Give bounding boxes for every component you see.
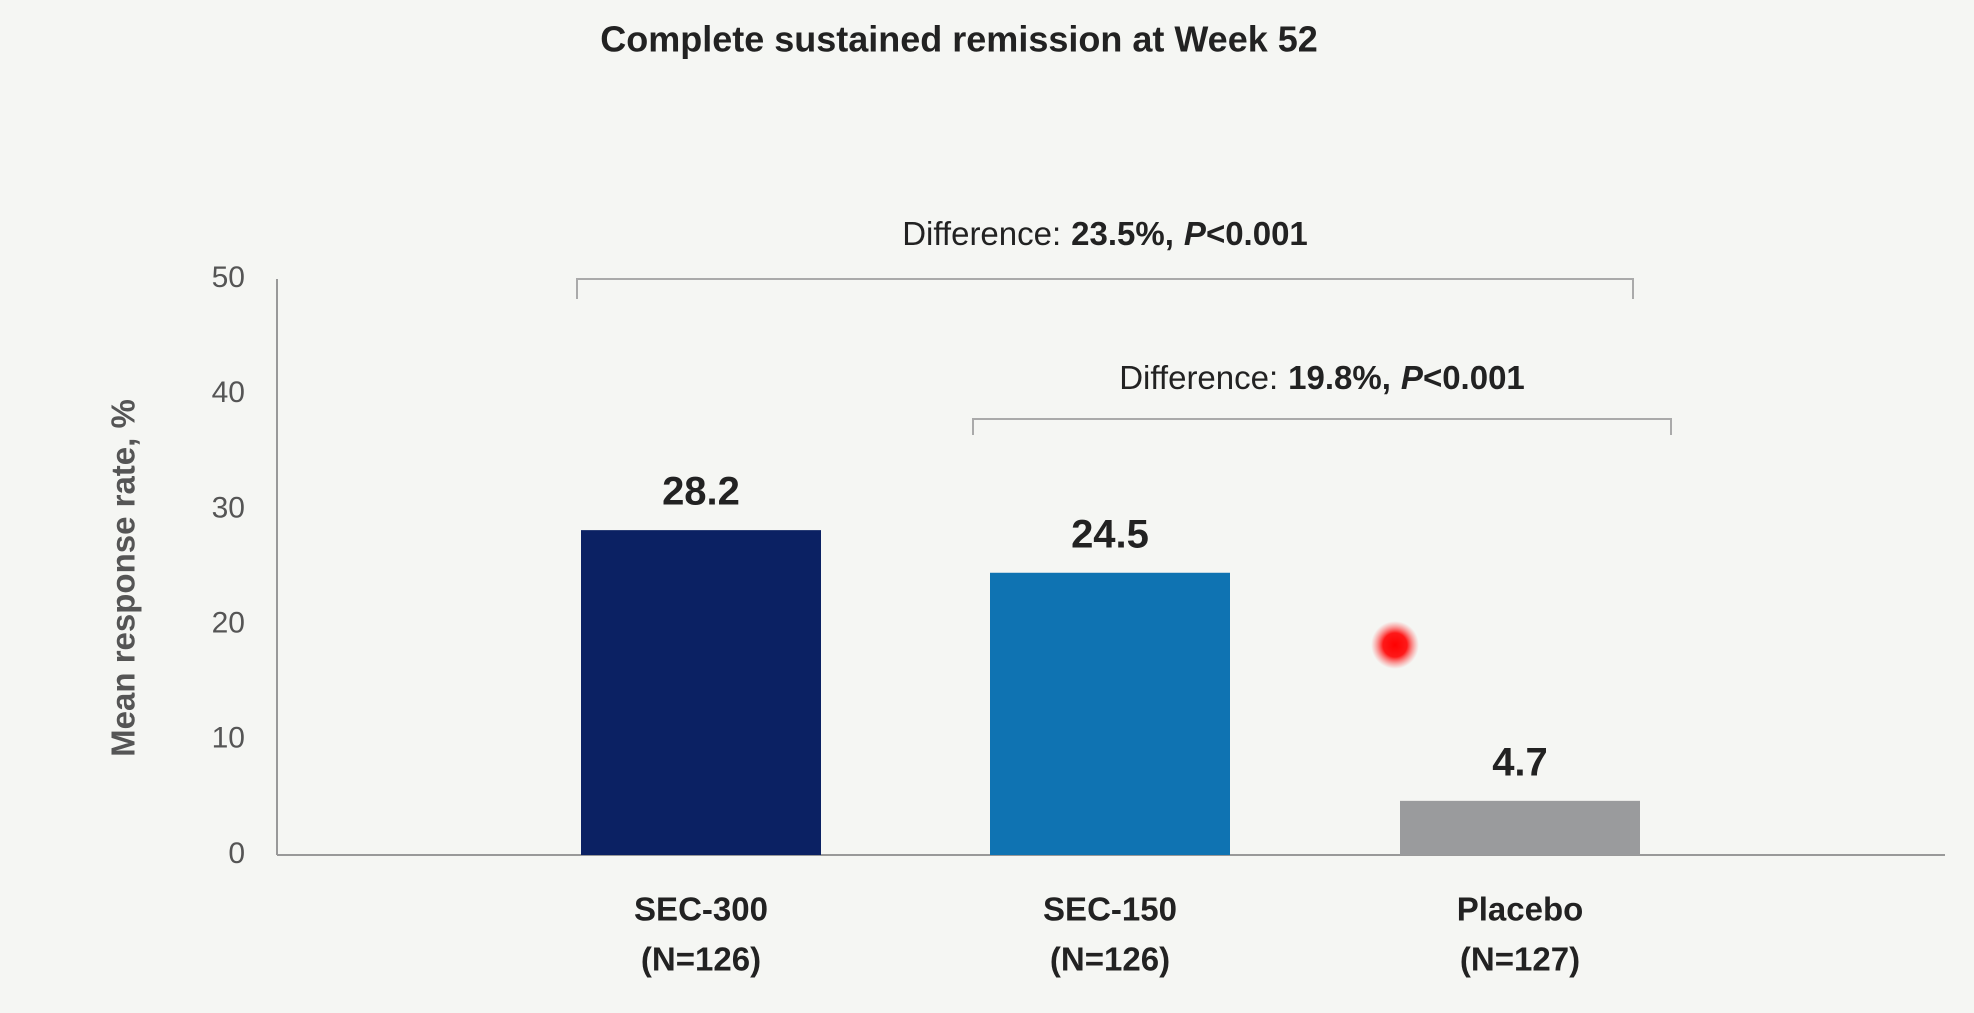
x-tick-sublabel: (N=127)	[1460, 941, 1580, 978]
value-label: 24.5	[1071, 512, 1149, 556]
annotation-part: 23.5%,	[1071, 215, 1174, 252]
annotation-part: P	[1401, 359, 1424, 396]
bracket	[972, 418, 1672, 435]
bar	[581, 530, 821, 855]
x-tick-label: SEC-300	[634, 891, 768, 928]
y-tick-label: 50	[212, 261, 245, 294]
annotation: Difference: 19.8%, P<0.001	[1119, 359, 1525, 396]
chart-title: Complete sustained remission at Week 52	[600, 19, 1318, 60]
y-tick-label: 30	[212, 491, 245, 524]
y-tick-label: 40	[212, 376, 245, 409]
annotation-part: P	[1184, 215, 1207, 252]
annotation-part: 19.8%,	[1288, 359, 1391, 396]
laser-pointer	[1371, 621, 1419, 669]
x-tick-sublabel: (N=126)	[1050, 941, 1170, 978]
x-tick-label: SEC-150	[1043, 891, 1177, 928]
value-label: 28.2	[662, 470, 740, 514]
y-tick-label: 10	[212, 722, 245, 755]
bracket	[576, 278, 1634, 299]
annotation-part: <0.001	[1423, 359, 1525, 396]
x-tick-label: Placebo	[1457, 891, 1584, 928]
annotation-part: Difference:	[902, 215, 1061, 252]
annotation-part: Difference:	[1119, 359, 1278, 396]
y-tick-label: 0	[228, 837, 245, 870]
annotation-part: <0.001	[1206, 215, 1308, 252]
y-axis-label: Mean response rate, %	[105, 399, 142, 757]
annotation: Difference: 23.5%, P<0.001	[902, 215, 1308, 252]
y-tick-label: 20	[212, 607, 245, 640]
value-label: 4.7	[1492, 740, 1548, 784]
x-tick-sublabel: (N=126)	[641, 941, 761, 978]
bar	[1400, 800, 1640, 855]
bar	[990, 572, 1230, 855]
